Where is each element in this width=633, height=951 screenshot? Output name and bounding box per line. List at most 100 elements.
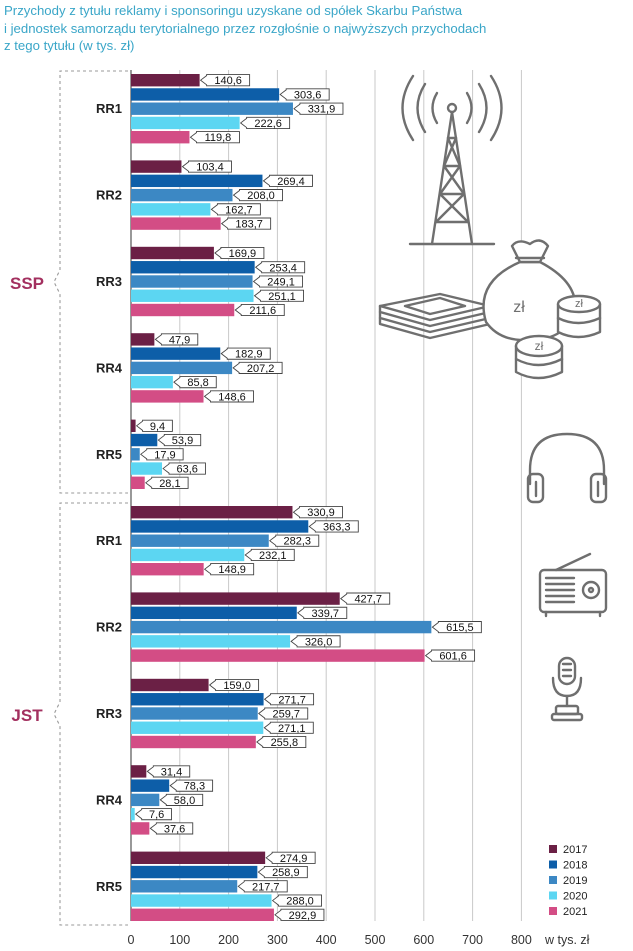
bar (131, 635, 291, 648)
headphones-icon (526, 432, 608, 504)
x-tick-label: 100 (169, 933, 190, 947)
bar (131, 188, 233, 202)
value-label: 211,6 (249, 305, 276, 317)
bar (131, 506, 293, 519)
money-bag-icon (482, 239, 577, 342)
bar (131, 721, 264, 734)
value-label: 363,3 (323, 521, 351, 533)
value-callout (159, 793, 204, 806)
value-callout (169, 779, 214, 792)
value-label: 251,1 (268, 291, 296, 303)
value-callout (146, 765, 191, 778)
value-label: 259,7 (272, 709, 300, 721)
microphone-icon (550, 656, 584, 722)
title-line: i jednostek samorządu terytorialnego prz… (4, 20, 487, 36)
value-callout (157, 434, 202, 447)
bars (131, 74, 432, 921)
illustrations: zł zł zł (378, 74, 608, 722)
value-label: 31,4 (161, 766, 182, 778)
radio-icon (538, 552, 608, 618)
legend-swatch (549, 876, 557, 884)
value-callout (339, 592, 391, 605)
value-callout (181, 160, 232, 173)
value-callout (135, 419, 173, 432)
value-callout (424, 649, 476, 662)
bar (131, 606, 297, 620)
value-callout (263, 721, 314, 734)
value-label: 119,8 (205, 132, 232, 144)
bar (131, 620, 432, 634)
value-label: 182,9 (235, 349, 263, 361)
value-callout (256, 735, 307, 749)
value-label: 274,9 (280, 853, 308, 865)
legend-swatch (549, 860, 557, 869)
bar (131, 894, 272, 907)
value-label: 47,9 (169, 334, 190, 346)
title-line: Przychody z tytułu reklamy i sponsoringu… (4, 3, 463, 18)
bar (131, 678, 209, 692)
value-callout (162, 462, 206, 475)
value-callout (234, 303, 285, 317)
radio-tower-icon (401, 74, 503, 246)
value-label: 288,0 (286, 896, 314, 908)
bar (131, 448, 140, 461)
bar (131, 765, 147, 778)
bar (131, 548, 245, 562)
value-callout (290, 635, 341, 648)
legend-swatch (549, 891, 557, 900)
value-callout (139, 448, 184, 461)
value-label: 292,9 (289, 910, 317, 922)
value-label: 159,0 (223, 680, 251, 692)
value-label: 271,7 (278, 694, 306, 706)
x-tick-label: 800 (511, 933, 532, 947)
x-tick-label: 0 (128, 933, 135, 947)
value-label: 615,5 (446, 622, 474, 634)
x-tick-label: 500 (365, 933, 386, 947)
value-callout (144, 476, 189, 489)
x-tick-label: 200 (218, 933, 239, 947)
value-label: 7,6 (149, 809, 164, 821)
category-label: RR3 (96, 274, 122, 289)
value-label: 148,9 (218, 564, 246, 576)
group-bracket (53, 70, 128, 494)
value-callout (257, 707, 309, 720)
bar (131, 822, 150, 835)
value-callout (232, 361, 283, 374)
bar (131, 433, 158, 447)
value-callout (239, 116, 291, 129)
value-label: 331,9 (308, 104, 336, 116)
category-label: RR4 (96, 360, 123, 375)
value-callout (210, 203, 261, 216)
value-callout (271, 894, 322, 907)
value-callout (292, 506, 343, 519)
value-label: 330,9 (307, 507, 335, 519)
bar (131, 520, 309, 533)
value-label: 269,4 (277, 176, 305, 188)
value-label: 85,8 (187, 377, 208, 389)
value-callout (149, 822, 194, 835)
bar (131, 174, 263, 188)
value-callout (252, 275, 304, 288)
value-label: 103,4 (196, 162, 224, 174)
value-callout (308, 520, 359, 533)
bar (131, 131, 190, 144)
value-callout (232, 189, 283, 202)
value-label: 253,4 (269, 262, 297, 274)
value-callout (297, 606, 348, 619)
bar (131, 793, 160, 807)
value-callout (220, 217, 272, 230)
value-label: 78,3 (184, 781, 205, 793)
value-label: 53,9 (172, 435, 193, 447)
value-label: 601,6 (439, 651, 467, 663)
bar (131, 462, 163, 475)
legend-swatch (549, 845, 557, 853)
value-callout (199, 74, 251, 87)
value-label: 217,7 (252, 881, 280, 893)
banknotes-icon (378, 292, 492, 340)
value-label: 326,0 (305, 636, 333, 648)
value-label: 258,9 (272, 867, 300, 879)
bar (131, 347, 221, 360)
bar (131, 203, 211, 216)
value-label: 169,9 (229, 248, 257, 260)
money-symbol-coin-bottom: zł (535, 339, 544, 353)
